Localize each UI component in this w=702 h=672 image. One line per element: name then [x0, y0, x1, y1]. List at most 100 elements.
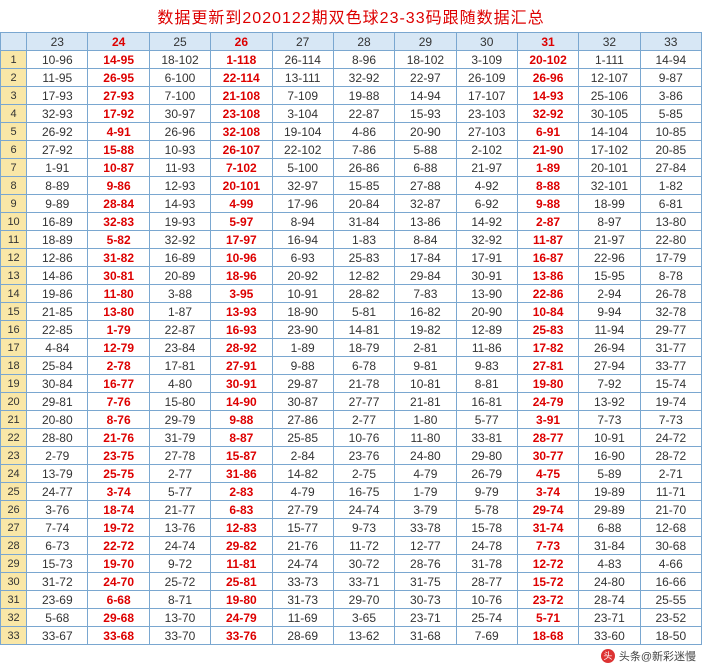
data-cell: 24-72 [640, 429, 701, 447]
data-cell: 14-94 [640, 51, 701, 69]
data-cell: 16-75 [333, 483, 394, 501]
row-number: 8 [1, 177, 27, 195]
data-cell: 4-86 [333, 123, 394, 141]
data-cell: 23-76 [333, 447, 394, 465]
data-cell: 4-79 [395, 465, 456, 483]
table-row: 2228-8021-7631-798-8725-8510-7611-8033-8… [1, 429, 702, 447]
data-cell: 1-111 [579, 51, 640, 69]
data-cell: 21-90 [517, 141, 578, 159]
data-cell: 27-78 [149, 447, 210, 465]
data-cell: 21-76 [272, 537, 333, 555]
data-cell: 15-74 [640, 375, 701, 393]
data-cell: 1-83 [333, 231, 394, 249]
data-cell: 33-76 [211, 627, 272, 645]
data-cell: 31-73 [272, 591, 333, 609]
col-header: 23 [27, 33, 88, 51]
col-header: 28 [333, 33, 394, 51]
row-number: 3 [1, 87, 27, 105]
data-cell: 8-87 [211, 429, 272, 447]
data-cell: 30-91 [211, 375, 272, 393]
table-row: 1825-842-7817-8127-919-886-789-819-8327-… [1, 357, 702, 375]
data-cell: 22-87 [149, 321, 210, 339]
data-cell: 12-72 [517, 555, 578, 573]
data-cell: 14-92 [456, 213, 517, 231]
data-cell: 29-81 [27, 393, 88, 411]
data-cell: 12-86 [27, 249, 88, 267]
col-header: 26 [211, 33, 272, 51]
table-row: 286-7322-7224-7429-8221-7611-7212-7724-7… [1, 537, 702, 555]
data-cell: 30-72 [333, 555, 394, 573]
data-cell: 5-89 [579, 465, 640, 483]
data-cell: 32-92 [456, 231, 517, 249]
data-cell: 6-88 [579, 519, 640, 537]
data-cell: 4-75 [517, 465, 578, 483]
data-cell: 16-90 [579, 447, 640, 465]
data-cell: 23-71 [579, 609, 640, 627]
data-cell: 30-73 [395, 591, 456, 609]
table-row: 88-899-8612-9320-10132-9715-8527-884-928… [1, 177, 702, 195]
data-cell: 20-90 [395, 123, 456, 141]
data-cell: 3-65 [333, 609, 394, 627]
data-cell: 20-102 [517, 51, 578, 69]
data-cell: 21-77 [149, 501, 210, 519]
row-number: 6 [1, 141, 27, 159]
data-cell: 10-81 [395, 375, 456, 393]
data-cell: 21-108 [211, 87, 272, 105]
data-cell: 2-83 [211, 483, 272, 501]
table-row: 317-9327-937-10021-1087-10919-8814-9417-… [1, 87, 702, 105]
data-cell: 28-72 [640, 447, 701, 465]
row-number: 21 [1, 411, 27, 429]
data-cell: 12-79 [88, 339, 149, 357]
data-cell: 31-78 [456, 555, 517, 573]
data-cell: 3-109 [456, 51, 517, 69]
table-row: 1314-8630-8120-8918-9620-9212-8229-8430-… [1, 267, 702, 285]
data-cell: 10-96 [27, 51, 88, 69]
row-number: 32 [1, 609, 27, 627]
data-cell: 31-75 [395, 573, 456, 591]
data-cell: 7-73 [579, 411, 640, 429]
data-cell: 22-80 [640, 231, 701, 249]
data-cell: 15-85 [333, 177, 394, 195]
data-cell: 29-68 [88, 609, 149, 627]
data-cell: 20-92 [272, 267, 333, 285]
data-cell: 9-72 [149, 555, 210, 573]
data-cell: 18-102 [395, 51, 456, 69]
data-cell: 3-91 [517, 411, 578, 429]
data-cell: 21-78 [333, 375, 394, 393]
data-cell: 10-85 [640, 123, 701, 141]
data-cell: 17-92 [88, 105, 149, 123]
data-cell: 20-101 [211, 177, 272, 195]
table-row: 2413-7925-752-7731-8614-822-754-7926-794… [1, 465, 702, 483]
data-cell: 20-89 [149, 267, 210, 285]
data-cell: 6-83 [211, 501, 272, 519]
data-cell: 5-88 [395, 141, 456, 159]
data-cell: 23-69 [27, 591, 88, 609]
data-cell: 10-93 [149, 141, 210, 159]
data-cell: 33-70 [149, 627, 210, 645]
data-cell: 31-68 [395, 627, 456, 645]
data-cell: 24-74 [333, 501, 394, 519]
data-cell: 16-93 [211, 321, 272, 339]
data-cell: 16-81 [456, 393, 517, 411]
data-cell: 32-92 [149, 231, 210, 249]
row-number: 11 [1, 231, 27, 249]
table-row: 1016-8932-8319-935-978-9431-8413-8614-92… [1, 213, 702, 231]
data-cell: 29-70 [333, 591, 394, 609]
row-number: 2 [1, 69, 27, 87]
page-title: 数据更新到2020122期双色球23-33码跟随数据汇总 [0, 0, 702, 32]
data-cell: 6-92 [456, 195, 517, 213]
data-cell: 16-66 [640, 573, 701, 591]
data-cell: 27-92 [27, 141, 88, 159]
data-cell: 3-76 [27, 501, 88, 519]
data-cell: 13-93 [211, 303, 272, 321]
data-cell: 13-76 [149, 519, 210, 537]
row-number: 28 [1, 537, 27, 555]
data-cell: 17-91 [456, 249, 517, 267]
data-cell: 24-79 [211, 609, 272, 627]
data-cell: 11-87 [517, 231, 578, 249]
data-cell: 32-101 [579, 177, 640, 195]
source-label: 头条@新彩迷慢 [619, 648, 696, 664]
data-cell: 16-82 [395, 303, 456, 321]
data-cell: 8-84 [395, 231, 456, 249]
data-cell: 31-79 [149, 429, 210, 447]
